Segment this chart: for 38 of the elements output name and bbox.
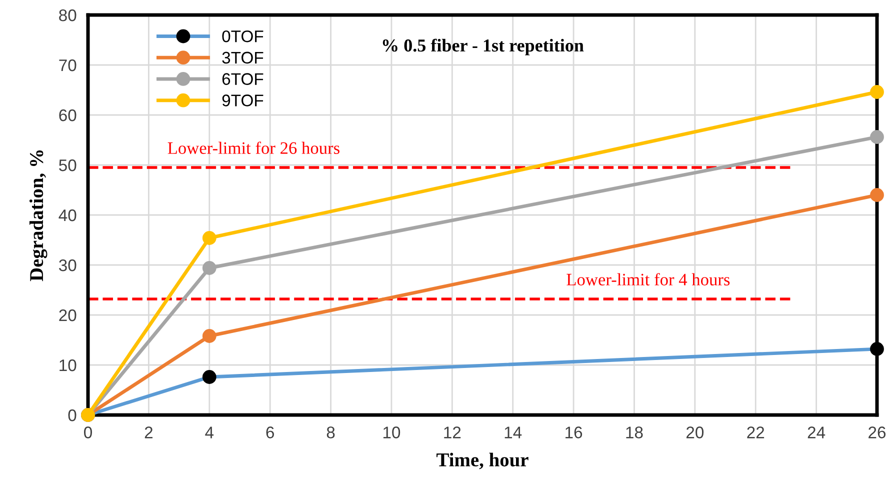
point (870, 85, 884, 99)
x-tick-label: 12 (444, 426, 461, 438)
y-tick-label: 10 (60, 359, 76, 372)
x-tick-label: 0 (84, 426, 92, 438)
x-tick-label: 4 (205, 426, 214, 438)
x-tick-label: 2 (144, 426, 152, 438)
x-tick-label: 8 (326, 426, 335, 438)
point (870, 188, 884, 202)
ref-line-label: Lower-limit for 26 hours (168, 142, 340, 154)
legend-label: 6TOF (222, 73, 264, 85)
point (202, 231, 216, 245)
y-axis-title: Degradation, % (29, 150, 48, 282)
x-tick-label: 20 (686, 426, 704, 438)
x-tick-label: 24 (808, 426, 826, 438)
x-tick-label: 26 (868, 426, 886, 438)
y-tick-label: 70 (59, 59, 76, 72)
x-tick-label: 16 (566, 426, 582, 438)
y-tick-label: 60 (59, 109, 76, 122)
y-tick-label: 50 (59, 159, 76, 172)
point (202, 329, 216, 343)
legend-label: 9TOF (222, 94, 264, 106)
x-tick-label: 18 (626, 426, 643, 438)
x-tick-label: 14 (504, 426, 522, 438)
x-tick-label: 6 (266, 426, 274, 438)
y-tick-label: 30 (58, 259, 76, 272)
legend-label: 3TOF (222, 52, 264, 64)
point (202, 261, 216, 275)
ref-line-label: Lower-limit for 4 hours (566, 273, 730, 286)
legend-label: 0TOF (222, 30, 264, 42)
x-axis-title: Time, hour (436, 452, 528, 470)
y-tick-label: 80 (59, 9, 76, 22)
text: % 0.5 fiber - 1st repetition (382, 38, 584, 56)
y-tick-label: 40 (58, 209, 76, 222)
point (870, 130, 884, 144)
y-tick-label: 20 (59, 309, 76, 322)
x-tick-label: 10 (383, 426, 400, 438)
y-tick-label: 0 (68, 409, 76, 422)
x-tick-label: 22 (747, 426, 764, 438)
